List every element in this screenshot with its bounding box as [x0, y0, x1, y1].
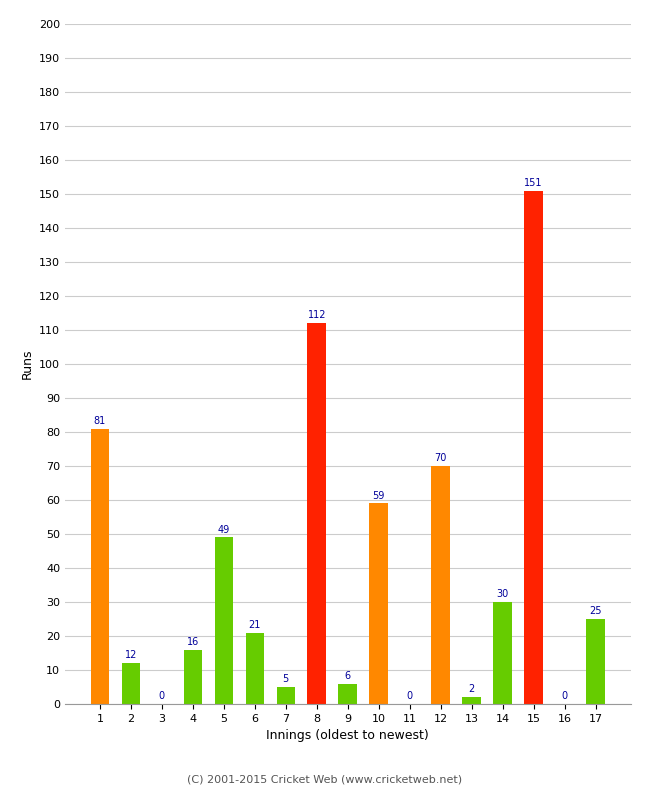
Bar [432, 466, 450, 704]
Bar [462, 697, 481, 704]
Bar [586, 619, 605, 704]
Text: 2: 2 [469, 685, 474, 694]
Bar [183, 650, 202, 704]
Bar [525, 190, 543, 704]
Text: (C) 2001-2015 Cricket Web (www.cricketweb.net): (C) 2001-2015 Cricket Web (www.cricketwe… [187, 774, 463, 784]
Bar [339, 683, 357, 704]
Text: 49: 49 [218, 525, 230, 534]
Text: 0: 0 [562, 691, 567, 702]
Bar [276, 687, 295, 704]
Bar [246, 633, 264, 704]
Bar [307, 323, 326, 704]
Text: 12: 12 [125, 650, 137, 661]
Text: 112: 112 [307, 310, 326, 321]
X-axis label: Innings (oldest to newest): Innings (oldest to newest) [266, 730, 429, 742]
Text: 25: 25 [590, 606, 602, 616]
Bar [122, 663, 140, 704]
Text: 0: 0 [159, 691, 165, 702]
Text: 21: 21 [249, 620, 261, 630]
Bar [369, 503, 388, 704]
Bar [91, 429, 109, 704]
Y-axis label: Runs: Runs [20, 349, 33, 379]
Bar [493, 602, 512, 704]
Text: 16: 16 [187, 637, 199, 647]
Text: 59: 59 [372, 490, 385, 501]
Text: 81: 81 [94, 416, 106, 426]
Text: 70: 70 [434, 454, 447, 463]
Bar [214, 538, 233, 704]
Text: 30: 30 [497, 590, 509, 599]
Text: 0: 0 [407, 691, 413, 702]
Text: 6: 6 [344, 671, 351, 681]
Text: 5: 5 [283, 674, 289, 684]
Text: 151: 151 [525, 178, 543, 188]
